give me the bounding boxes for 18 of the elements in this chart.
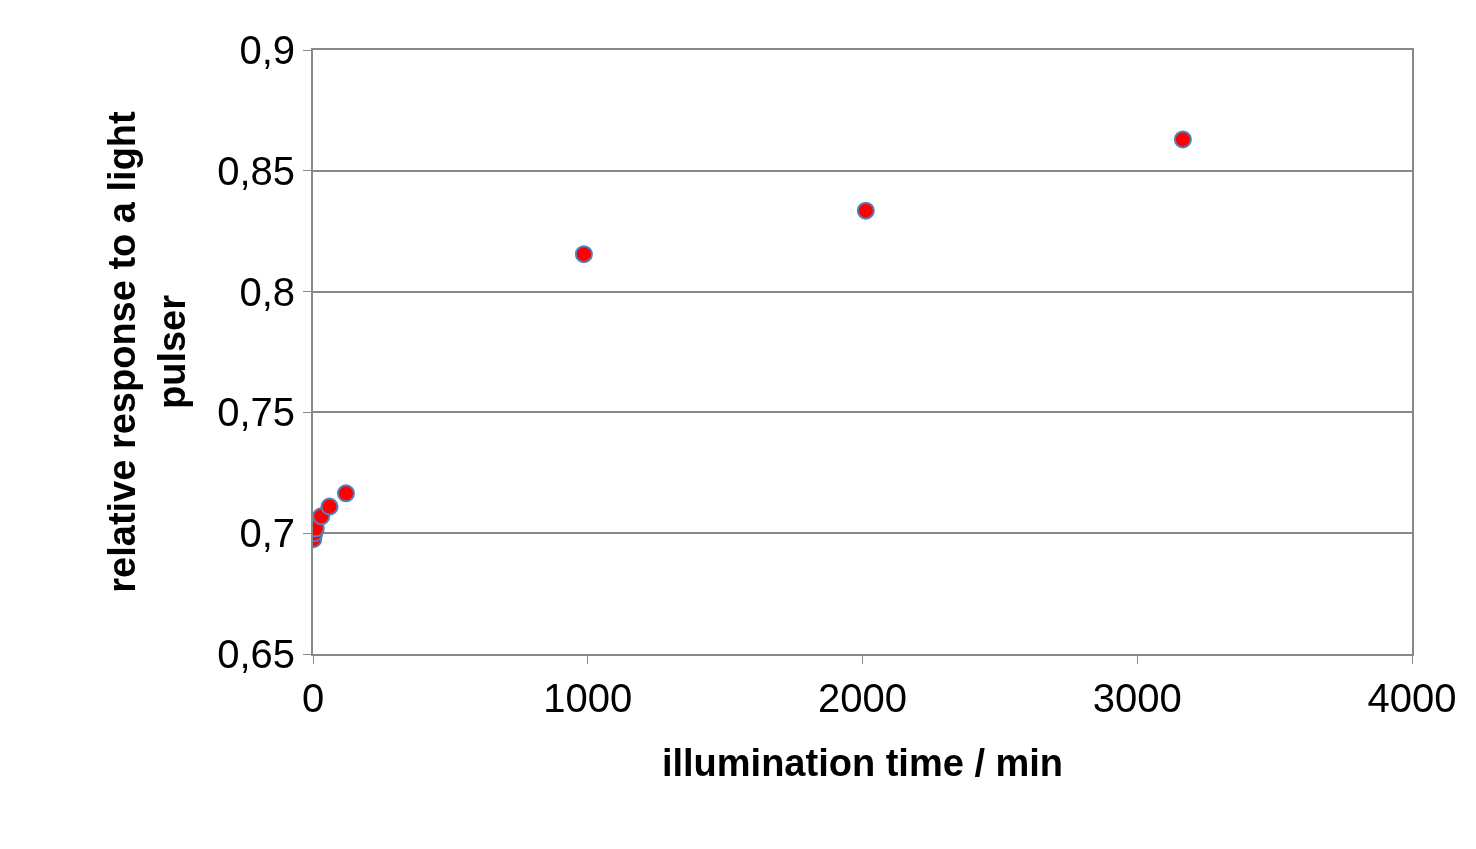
point bbox=[1173, 130, 1192, 149]
point bbox=[336, 484, 355, 503]
y-tick-label: 0,65 bbox=[217, 632, 295, 676]
y-tick-label: 0,85 bbox=[217, 148, 295, 193]
y-tick-label: 0,8 bbox=[239, 269, 295, 314]
y-tick-label: 0,7 bbox=[239, 511, 295, 556]
y-axis-title: relative response to a light pulser bbox=[101, 110, 193, 593]
point bbox=[856, 201, 875, 220]
point bbox=[574, 245, 593, 264]
x-tick-label: 4000 bbox=[1367, 676, 1457, 720]
x-tick-label: 0 bbox=[301, 676, 325, 720]
x-tick-label: 2000 bbox=[818, 676, 907, 720]
x-axis-title: illumination time / min bbox=[661, 741, 1064, 784]
x-tick-label: 1000 bbox=[543, 676, 633, 720]
y-tick-label: 0,75 bbox=[217, 390, 295, 435]
x-tick-label: 3000 bbox=[1092, 676, 1182, 720]
point bbox=[320, 497, 339, 516]
y-tick-label: 0,9 bbox=[239, 28, 295, 72]
